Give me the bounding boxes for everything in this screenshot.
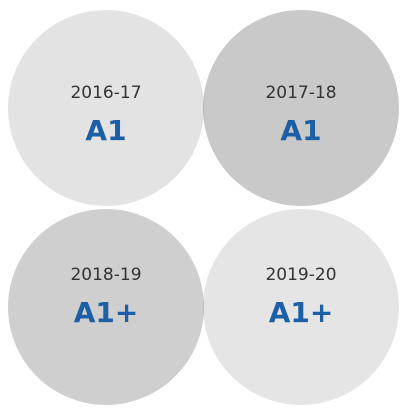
rating-label: A1+: [74, 296, 139, 329]
rating-label: A1: [85, 114, 126, 147]
circle: [8, 10, 204, 206]
period-label: 2019-20: [265, 265, 336, 285]
period-label: 2017-18: [265, 83, 336, 103]
rating-label: A1: [280, 114, 321, 147]
rating-label: A1+: [269, 296, 334, 329]
circle: [203, 209, 399, 405]
period-label: 2018-19: [70, 265, 141, 285]
circle: [203, 10, 399, 206]
period-label: 2016-17: [70, 83, 141, 103]
circle: [8, 209, 204, 405]
